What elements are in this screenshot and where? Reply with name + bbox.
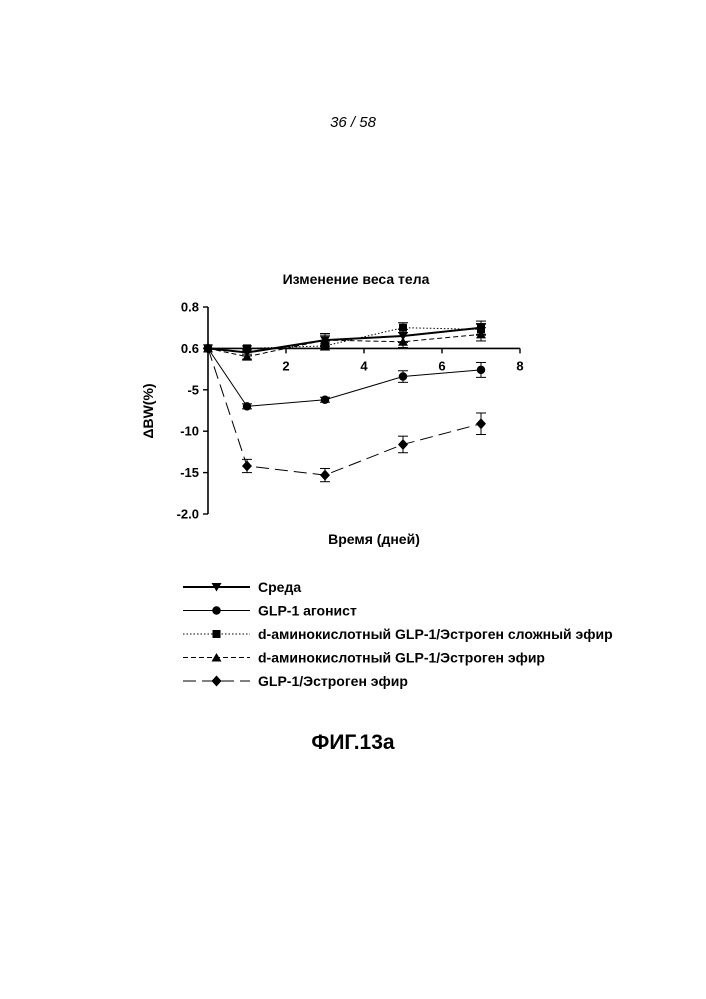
y-tick-label: -5	[187, 382, 199, 397]
legend-label: d-аминокислотный GLP-1/Эстроген сложный …	[258, 626, 613, 642]
legend: Среда GLP-1 агонист d-аминокислотный GLP-1…	[183, 579, 613, 689]
legend-item-5: GLP-1/Эстроген эфир	[183, 673, 408, 689]
data-point	[213, 630, 221, 638]
legend-label: Среда	[258, 579, 301, 595]
x-tick-label: 8	[516, 358, 523, 373]
data-point	[321, 395, 330, 404]
data-point	[399, 324, 407, 332]
legend-item-1: Среда	[183, 579, 301, 595]
data-point	[212, 676, 222, 687]
x-tick-label: 4	[360, 358, 368, 373]
y-tick-label: -15	[180, 465, 199, 480]
legend-label: GLP-1/Эстроген эфир	[258, 673, 408, 689]
data-point	[242, 460, 252, 471]
x-axis-label: Время (дней)	[328, 531, 420, 547]
data-point	[320, 470, 330, 481]
data-point	[212, 606, 221, 615]
y-tick-label: -10	[180, 424, 199, 439]
x-tick-label: 6	[438, 358, 445, 373]
legend-label: d-аминокислотный GLP-1/Эстроген эфир	[258, 650, 545, 666]
y-tick-label: -2.0	[177, 507, 199, 522]
chart-title: Изменение веса тела	[283, 271, 430, 287]
legend-label: GLP-1 агонист	[258, 603, 357, 619]
y-tick-label: 0.8	[181, 300, 199, 315]
series-layer	[203, 321, 486, 482]
legend-item-2: GLP-1 агонист	[183, 603, 357, 619]
legend-item-4: d-аминокислотный GLP-1/Эстроген эфир	[183, 650, 545, 666]
y-tick-label: 0.6	[181, 341, 199, 356]
legend-item-3: d-аминокислотный GLP-1/Эстроген сложный …	[183, 626, 613, 642]
y-axis-label: ΔBW(%)	[140, 383, 156, 438]
data-point	[398, 439, 408, 450]
data-point	[399, 372, 408, 381]
x-tick-label: 2	[282, 358, 289, 373]
data-point	[243, 402, 252, 411]
data-point	[476, 418, 486, 429]
data-point	[477, 366, 486, 375]
data-point	[243, 344, 251, 352]
figure-caption: ФИГ.13а	[0, 731, 706, 755]
